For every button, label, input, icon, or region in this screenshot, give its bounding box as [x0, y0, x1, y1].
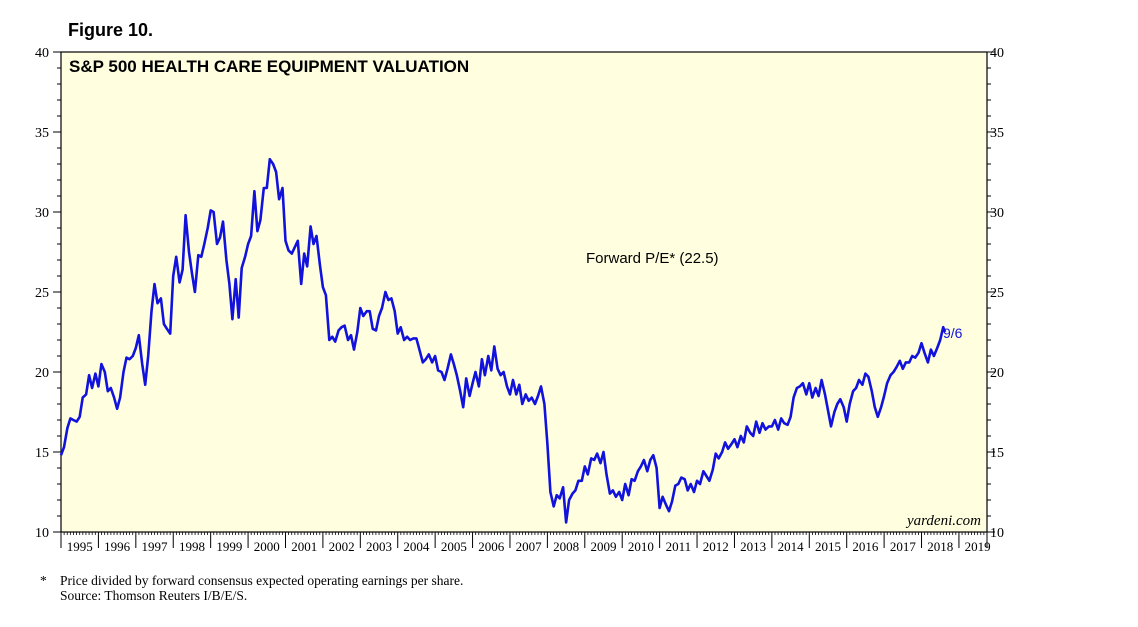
x-tick-label: 2017 [890, 539, 917, 554]
footnote-marker: * [40, 573, 47, 588]
x-tick-label: 2014 [778, 539, 805, 554]
x-tick-label: 2006 [478, 539, 505, 554]
x-tick-label: 2016 [852, 539, 879, 554]
y-tick-label-right: 20 [990, 366, 1004, 381]
y-tick-label-left: 20 [35, 366, 49, 381]
x-tick-label: 2000 [254, 539, 280, 554]
x-tick-label: 1995 [67, 539, 93, 554]
y-tick-label-right: 10 [990, 526, 1004, 541]
plot-area [60, 51, 988, 533]
x-tick-label: 1998 [179, 539, 205, 554]
footnote: * Price divided by forward consensus expe… [40, 573, 463, 603]
figure-label: Figure 10. [68, 20, 154, 40]
x-tick-label: 2009 [591, 539, 617, 554]
end-date-label: 9/6 [943, 325, 963, 341]
y-tick-label-left: 15 [35, 446, 49, 461]
x-tick-label: 2007 [516, 539, 543, 554]
y-tick-label-right: 35 [990, 126, 1004, 141]
x-tick-label: 2019 [965, 539, 991, 554]
y-tick-label-left: 25 [35, 286, 49, 301]
x-tick-label: 1996 [104, 539, 131, 554]
x-tick-label: 2015 [815, 539, 841, 554]
y-tick-label-left: 40 [35, 46, 49, 61]
x-tick-label: 2012 [703, 539, 729, 554]
x-tick-label: 1999 [216, 539, 242, 554]
x-tick-label: 2005 [441, 539, 467, 554]
watermark: yardeni.com [905, 513, 981, 529]
x-tick-label: 2008 [553, 539, 579, 554]
x-tick-label: 2002 [329, 539, 355, 554]
x-tick-label: 2010 [628, 539, 654, 554]
y-tick-label-left: 35 [35, 126, 49, 141]
y-tick-label-left: 10 [35, 526, 49, 541]
y-tick-label-right: 25 [990, 286, 1004, 301]
y-axis: 10 10 15 15 20 20 25 25 30 30 35 35 40 40 [35, 46, 1004, 541]
x-tick-label: 2004 [403, 539, 430, 554]
x-tick-label: 2018 [927, 539, 953, 554]
chart-title: S&P 500 HEALTH CARE EQUIPMENT VALUATION [69, 57, 469, 76]
y-tick-label-right: 30 [990, 206, 1004, 221]
y-tick-label-left: 30 [35, 206, 49, 221]
x-tick-label: 2013 [740, 539, 766, 554]
y-tick-label-right: 15 [990, 446, 1004, 461]
series-label: Forward P/E* (22.5) [586, 250, 719, 267]
footnote-text: Price divided by forward consensus expec… [60, 573, 464, 588]
x-tick-label: 2003 [366, 539, 392, 554]
pe-series-line [59, 157, 947, 524]
x-tick-label: 2001 [291, 539, 317, 554]
source-text: Source: Thomson Reuters I/B/E/S. [60, 588, 248, 603]
x-axis: 1995 1996 1997 1998 1999 2000 2001 2002 2003 2004… [60, 532, 991, 554]
x-tick-label: 2011 [666, 539, 692, 554]
x-tick-label: 1997 [142, 539, 169, 554]
y-tick-label-right: 40 [990, 46, 1004, 61]
